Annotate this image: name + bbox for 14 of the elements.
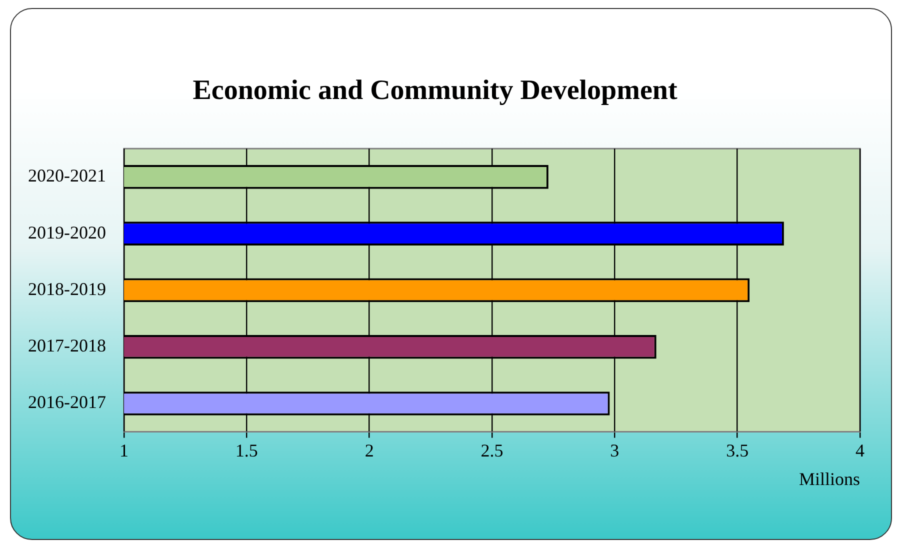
- y-tick-label: 2016-2017: [28, 392, 106, 412]
- y-tick-label: 2020-2021: [28, 166, 106, 186]
- x-tick-label: 2: [364, 440, 374, 460]
- x-tick-label: 1.5: [235, 440, 258, 460]
- chart-title: Economic and Community Development: [192, 75, 678, 106]
- x-tick-label: 2.5: [480, 440, 504, 460]
- y-tick-label: 2019-2020: [28, 222, 106, 242]
- x-tick-label: 3: [610, 440, 620, 460]
- x-tick-label: 3.5: [726, 440, 749, 460]
- x-axis-title: Millions: [798, 468, 860, 489]
- y-tick-label: 2018-2019: [28, 278, 106, 299]
- y-tick-label: 2017-2018: [28, 336, 106, 356]
- x-tick-label: 1: [119, 440, 128, 460]
- x-tick-label: 4: [856, 440, 864, 460]
